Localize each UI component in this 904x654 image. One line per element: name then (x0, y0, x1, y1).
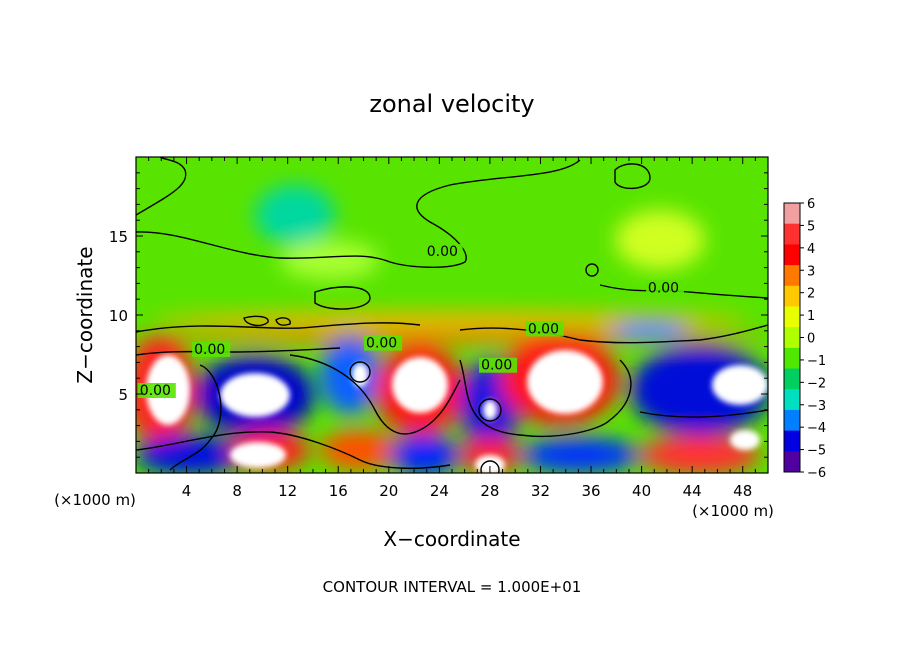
contour-label-backdrop (137, 383, 176, 398)
x-tick-label: 12 (278, 482, 297, 500)
colorbar-swatch (784, 223, 800, 245)
colorbar-tick-label: 1 (807, 309, 815, 324)
x-tick-label: 40 (632, 482, 651, 500)
colorbar-swatch (784, 430, 800, 452)
colorbar-tick-label: −3 (807, 399, 826, 414)
x-tick-label: 20 (379, 482, 398, 500)
contour-label: 0.00 (427, 244, 458, 260)
colorbar-tick-label: 0 (807, 332, 815, 347)
colorbar-swatch (784, 285, 800, 307)
x-tick-label: 8 (232, 482, 242, 500)
colorbar-tick-label: 6 (807, 197, 815, 212)
colorbar-swatch (784, 327, 800, 349)
velocity-field-blobs (136, 185, 768, 473)
x-tick-label: 32 (531, 482, 550, 500)
contour-line (614, 163, 651, 189)
contour-label-backdrop (192, 341, 231, 357)
contour-line (136, 322, 421, 333)
contour-line (314, 286, 371, 310)
contour-line (459, 324, 768, 344)
colorbar-swatch (784, 451, 800, 473)
colorbar-tick-label: −2 (807, 376, 826, 391)
contour-label-backdrop (424, 243, 463, 259)
colorbar-swatch (784, 347, 800, 370)
colorbar-tick-label: −4 (807, 421, 826, 436)
contour-line (349, 361, 371, 383)
x-unit-label-left: (×1000 m) (54, 491, 136, 509)
contour-line (459, 359, 632, 438)
contour-label: 0.00 (528, 321, 559, 337)
x-tick-label: 24 (430, 482, 449, 500)
contour-line (243, 315, 269, 327)
chart-title: zonal velocity (369, 90, 534, 118)
colorbar-tick-label: 4 (807, 242, 815, 257)
colorbar-tick-label: −5 (807, 444, 826, 459)
colorbar-swatch (784, 368, 800, 390)
contour-line (289, 354, 461, 435)
x-tick-label: 16 (329, 482, 348, 500)
contour-label: 0.00 (366, 336, 397, 352)
contour-line (169, 364, 222, 471)
contour-label-backdrop (525, 321, 564, 337)
contour-line (136, 159, 581, 268)
colorbar-tick-label: 5 (807, 219, 815, 234)
y-tick-label: 15 (109, 228, 128, 246)
colorbar-tick-label: −1 (807, 354, 826, 369)
y-axis: 5 10 15 (109, 172, 768, 458)
colorbar-swatch (784, 203, 800, 225)
contour-label: 0.00 (481, 358, 512, 374)
contour-lines (136, 157, 768, 473)
contour-label: 0.00 (140, 383, 171, 399)
contour-line (585, 263, 599, 277)
contour-label-backdrop (645, 280, 684, 296)
x-tick-label: 48 (733, 482, 752, 500)
x-tick-label: 36 (581, 482, 600, 500)
contour-line (275, 317, 291, 326)
contour-line (136, 157, 187, 216)
contour-label: 0.00 (648, 280, 679, 296)
colorbar-swatch (784, 265, 800, 287)
contour-line (480, 460, 500, 473)
colorbar-swatch (784, 389, 800, 411)
contour-labels: 0.00 0.00 0.00 0.00 0.00 0.00 0.00 (137, 243, 684, 399)
contour-line (478, 398, 502, 422)
x-axis: 4 8 12 16 20 24 28 32 36 40 44 48 (148, 157, 756, 500)
y-tick-label: 5 (118, 386, 128, 404)
contour-label-backdrop (479, 357, 518, 373)
colorbar-tick-label: 3 (807, 264, 815, 279)
plot-area: 0.000.000.000.000.000.000.00 4 8 12 16 20 24 2… (109, 156, 769, 500)
y-tick-label: 10 (109, 307, 128, 325)
colorbar-tick-label: 2 (807, 287, 815, 302)
x-unit-label-right: (×1000 m) (692, 502, 774, 520)
x-axis-label: X−coordinate (383, 527, 520, 551)
contour-line (639, 409, 768, 418)
y-axis-label: Z−coordinate (73, 246, 97, 383)
colorbar-swatch (784, 244, 800, 266)
x-tick-label: 28 (480, 482, 499, 500)
colorbar: 6 5 4 3 2 1 0 −1 −2 −3 −4 −5 −6 (783, 197, 826, 481)
x-tick-label: 44 (683, 482, 702, 500)
x-tick-label: 4 (182, 482, 192, 500)
contour-label-backdrop (364, 335, 403, 351)
colorbar-swatch (784, 306, 800, 328)
contour-label: 0.00 (194, 342, 225, 358)
contour-interval-note: CONTOUR INTERVAL = 1.000E+01 (323, 578, 582, 596)
colorbar-tick-label: −6 (807, 466, 826, 481)
contour-line (136, 431, 451, 469)
colorbar-swatch (784, 409, 800, 432)
